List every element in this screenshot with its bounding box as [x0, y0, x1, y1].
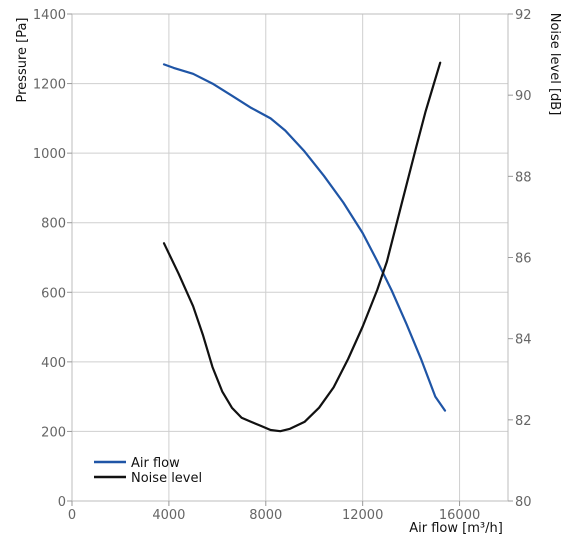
y-left-tick-label-5: 1000 [33, 147, 66, 162]
legend: Air flow Noise level [94, 456, 202, 486]
y-axis-right-label: Noise level [dB] [547, 13, 562, 116]
y-right-tick-label-3: 86 [515, 252, 532, 267]
y-left-tick-label-1: 200 [41, 425, 66, 440]
y-right-tick-label-0: 80 [515, 495, 532, 510]
x-axis-ticks: 0 4000 8000 12000 16000 [68, 501, 480, 523]
series-layer [162, 61, 447, 433]
y-left-tick-label-7: 1400 [33, 8, 66, 23]
y-right-tick-label-1: 82 [515, 414, 532, 429]
y-right-tick-label-5: 90 [515, 89, 532, 104]
legend-label-air-flow: Air flow [131, 456, 180, 471]
x-tick-label-4: 16000 [439, 508, 480, 523]
y-left-tick-label-0: 0 [58, 495, 66, 510]
y-right-tick-label-6: 92 [515, 8, 532, 23]
legend-label-noise-level: Noise level [131, 471, 202, 486]
series-line-noise-level [162, 61, 442, 433]
x-tick-label-1: 4000 [152, 508, 185, 523]
y-left-tick-label-2: 400 [41, 356, 66, 371]
x-tick-label-2: 8000 [249, 508, 282, 523]
plot-grid [72, 14, 508, 501]
x-tick-label-3: 12000 [342, 508, 383, 523]
y-right-tick-label-4: 88 [515, 170, 532, 185]
x-tick-label-0: 0 [68, 508, 76, 523]
y-left-tick-label-4: 800 [41, 217, 66, 232]
series-line-air-flow [162, 63, 447, 412]
right-axis-ticks: 80 82 84 86 88 90 92 [508, 8, 532, 510]
y-axis-left-label: Pressure [Pa] [15, 17, 30, 102]
x-axis-label: Air flow [m³/h] [409, 521, 503, 536]
left-axis-ticks: 0 200 400 600 800 1000 1200 1400 [33, 8, 72, 510]
y-right-tick-label-2: 84 [515, 333, 532, 348]
y-left-tick-label-3: 600 [41, 286, 66, 301]
y-left-tick-label-6: 1200 [33, 78, 66, 93]
